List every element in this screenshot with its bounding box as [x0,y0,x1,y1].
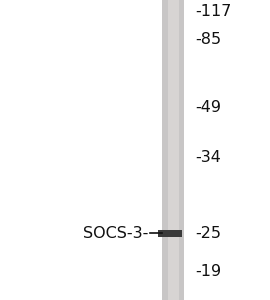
Text: -49: -49 [195,100,221,115]
Text: -25: -25 [195,226,221,241]
Bar [167,0,178,300]
Bar [162,0,184,300]
Text: -117: -117 [195,4,231,20]
Text: SOCS-3-: SOCS-3- [83,226,148,241]
Text: -34: -34 [195,151,221,166]
Bar [158,230,182,236]
Text: -19: -19 [195,265,221,280]
Text: -85: -85 [195,32,221,47]
